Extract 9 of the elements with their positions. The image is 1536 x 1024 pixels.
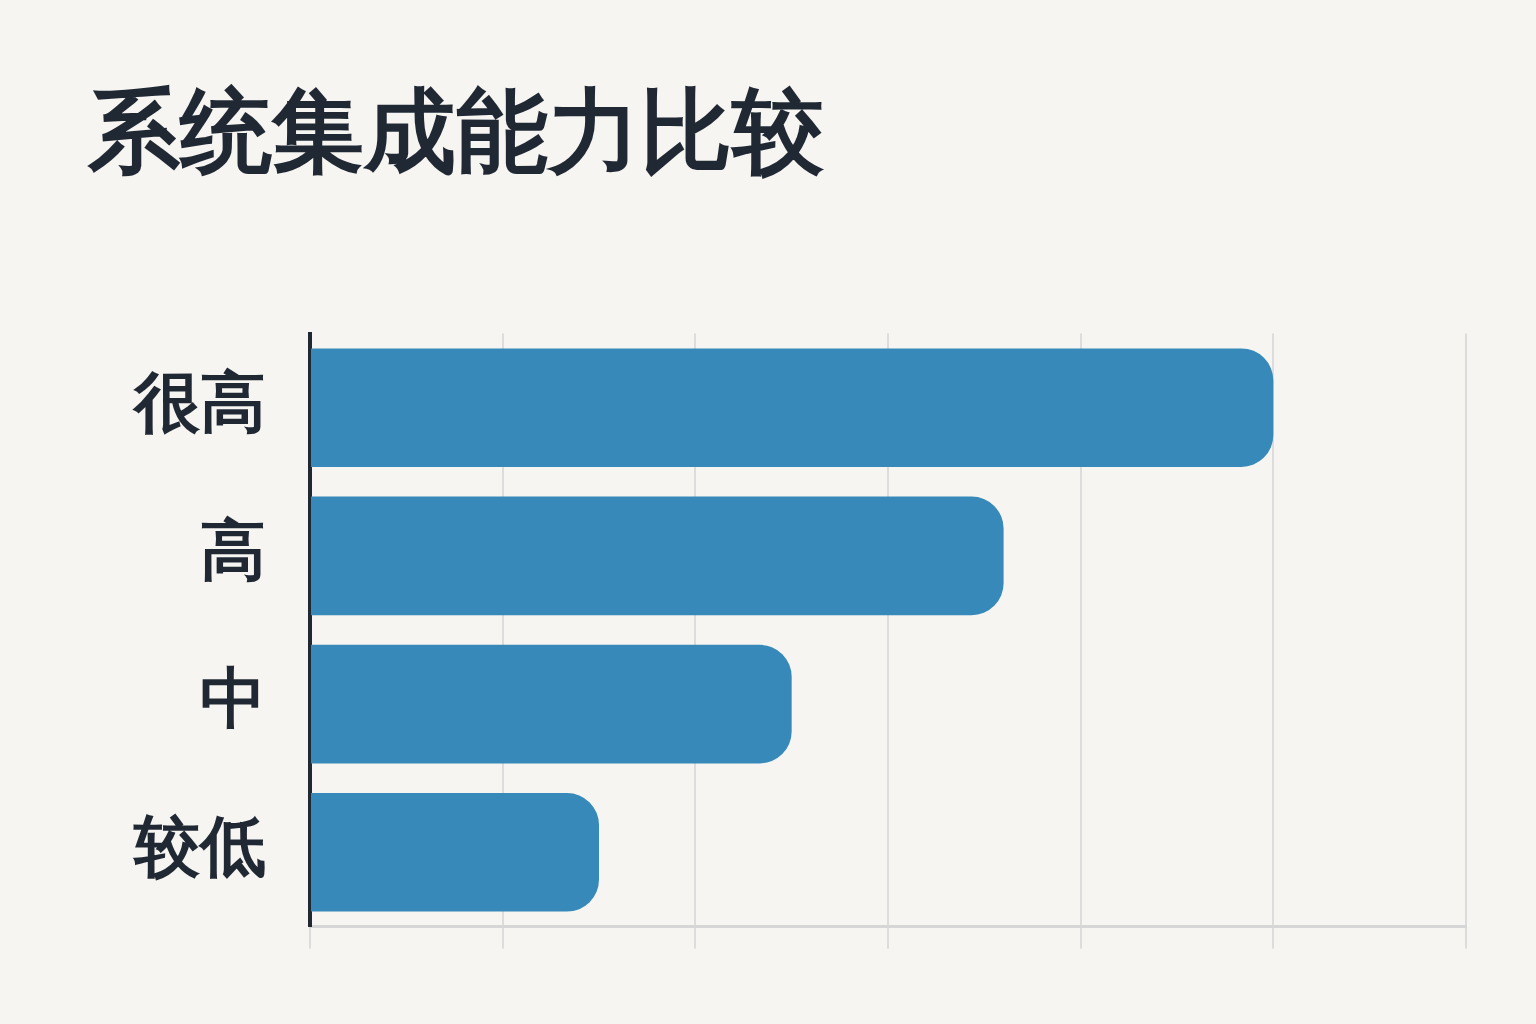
bar	[311, 644, 792, 764]
bar	[311, 793, 599, 912]
y-tick-label: 中	[200, 660, 266, 738]
bar	[311, 496, 1004, 616]
y-tick-label: 高	[200, 512, 266, 590]
bar	[311, 348, 1274, 467]
y-tick-label: 较低	[132, 808, 266, 886]
y-tick-label: 很高	[132, 363, 266, 441]
chart-title: 系统集成能力比较	[88, 77, 824, 187]
